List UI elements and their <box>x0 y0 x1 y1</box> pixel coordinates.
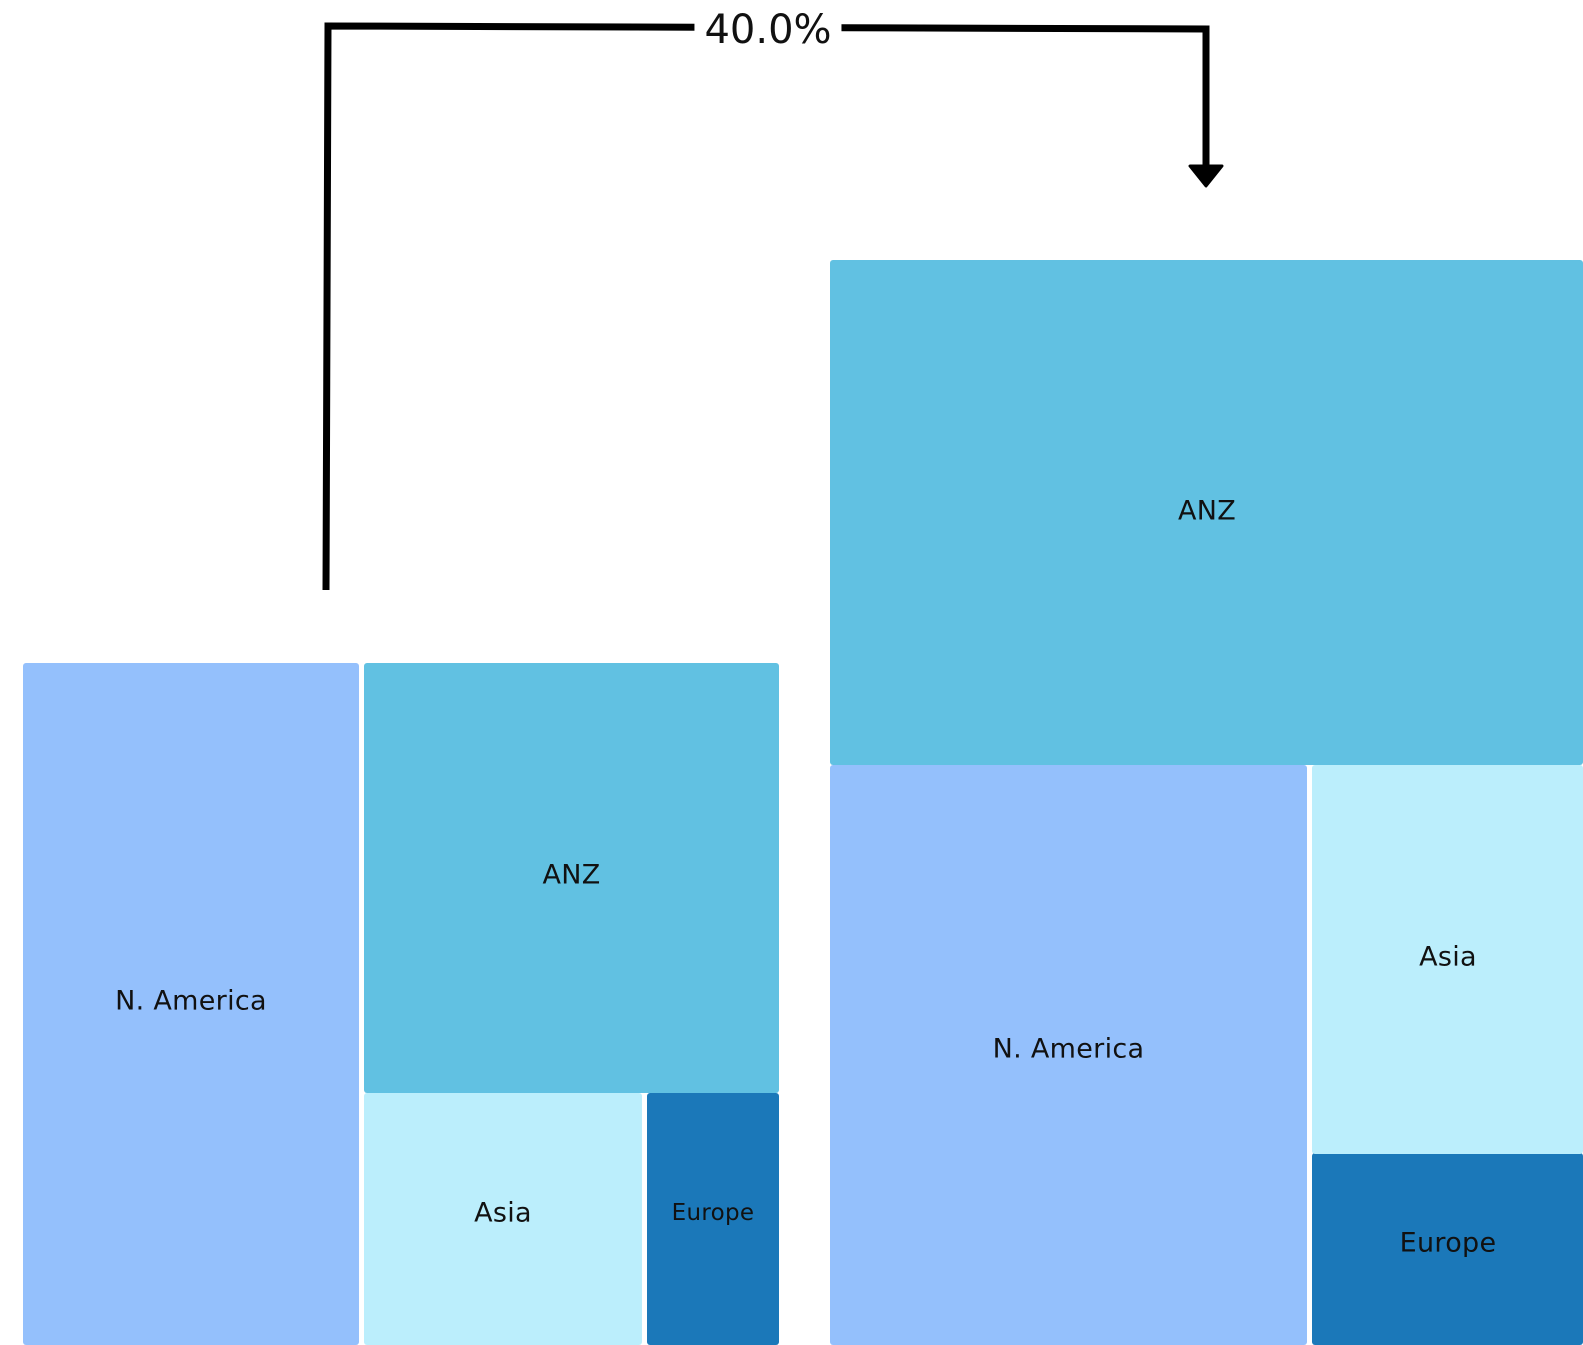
treemap-2-label-europe: Europe <box>1399 1227 1497 1259</box>
treemap-1-tile-europe <box>647 1093 779 1345</box>
treemap-2-tile-europe <box>1312 1153 1583 1345</box>
treemap-1-tile-asia <box>364 1093 642 1345</box>
treemap-1-label-europe: Europe <box>671 1200 755 1226</box>
treemap-1-tile-n-america <box>23 663 359 1345</box>
treemap-2-label-anz: ANZ <box>1177 495 1237 527</box>
treemap-2-tile-n-america <box>830 765 1307 1345</box>
treemap-2-tile-anz <box>830 260 1583 765</box>
treemap-2-label-asia: Asia <box>1419 941 1477 972</box>
change-arrow-head <box>1188 164 1224 188</box>
treemap-1-label-n-america: N. America <box>115 985 267 1017</box>
change-percentage-label: 40.0% <box>694 7 842 53</box>
treemap-1-label-anz: ANZ <box>542 859 601 891</box>
treemap-2-label-n-america: N. America <box>992 1033 1145 1065</box>
treemap-1-label-asia: Asia <box>474 1197 532 1229</box>
treemap-2-tile-asia <box>1312 765 1583 1154</box>
change-arrow-line <box>322 22 1210 591</box>
treemap-1-tile-anz <box>364 663 779 1093</box>
